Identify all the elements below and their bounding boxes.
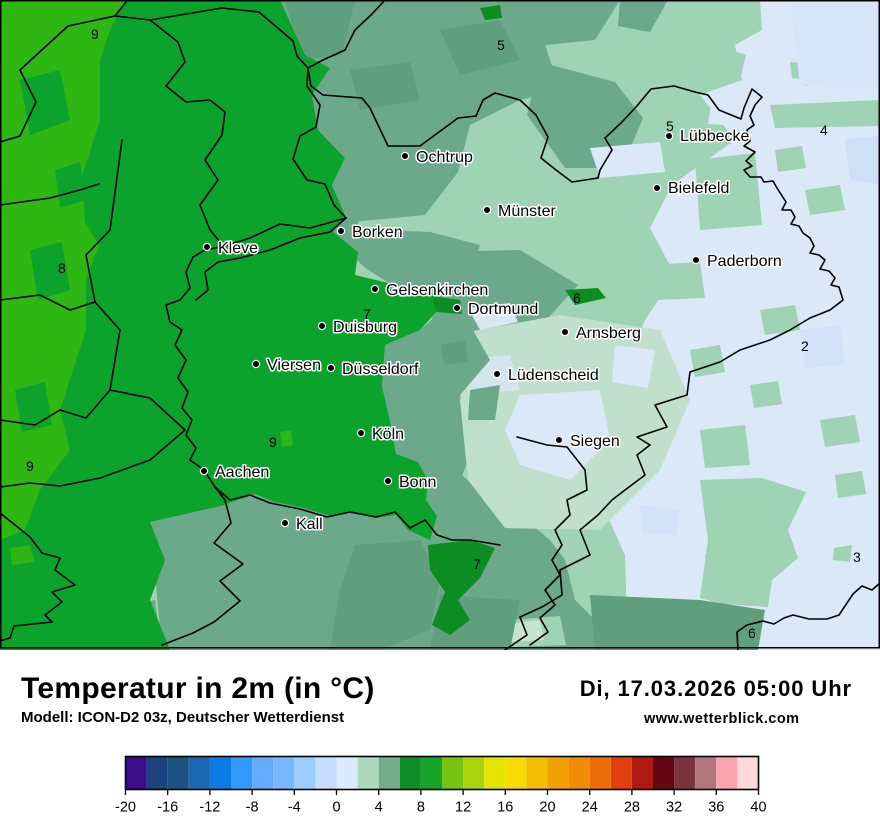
- svg-text:Paderborn: Paderborn: [707, 253, 782, 270]
- svg-text:40: 40: [750, 800, 766, 816]
- svg-text:Gelsenkirchen: Gelsenkirchen: [386, 282, 488, 299]
- svg-text:4: 4: [820, 122, 828, 138]
- svg-text:2: 2: [801, 338, 809, 354]
- svg-text:9: 9: [91, 26, 99, 42]
- svg-text:-8: -8: [246, 800, 259, 816]
- svg-text:Bonn: Bonn: [399, 474, 436, 491]
- svg-text:7: 7: [363, 306, 371, 322]
- svg-text:Bielefeld: Bielefeld: [668, 180, 729, 197]
- svg-text:Arnsberg: Arnsberg: [576, 325, 641, 342]
- svg-text:Lübbecke: Lübbecke: [680, 128, 749, 145]
- svg-text:36: 36: [708, 800, 724, 816]
- svg-text:-12: -12: [199, 800, 220, 816]
- svg-text:9: 9: [269, 434, 277, 450]
- svg-text:7: 7: [473, 556, 481, 572]
- svg-text:Duisburg: Duisburg: [333, 319, 397, 336]
- svg-text:-20: -20: [115, 800, 136, 816]
- svg-text:Borken: Borken: [352, 224, 403, 241]
- svg-text:4: 4: [375, 800, 383, 816]
- svg-text:Viersen: Viersen: [267, 357, 321, 374]
- svg-text:9: 9: [26, 458, 34, 474]
- svg-text:-4: -4: [288, 800, 301, 816]
- svg-text:0: 0: [332, 800, 340, 816]
- svg-text:Düsseldorf: Düsseldorf: [342, 361, 419, 378]
- svg-text:Münster: Münster: [498, 203, 556, 220]
- svg-text:Dortmund: Dortmund: [468, 301, 538, 318]
- svg-text:8: 8: [58, 260, 66, 276]
- svg-text:Kall: Kall: [296, 516, 323, 533]
- svg-text:Ochtrup: Ochtrup: [416, 149, 473, 166]
- svg-text:28: 28: [624, 800, 640, 816]
- svg-text:16: 16: [497, 800, 513, 816]
- svg-text:32: 32: [666, 800, 682, 816]
- svg-text:5: 5: [666, 118, 674, 134]
- svg-text:5: 5: [497, 37, 505, 53]
- svg-text:6: 6: [573, 290, 581, 306]
- svg-text:Siegen: Siegen: [570, 433, 620, 450]
- svg-text:Lüdenscheid: Lüdenscheid: [508, 367, 599, 384]
- svg-text:24: 24: [582, 800, 598, 816]
- svg-text:20: 20: [539, 800, 555, 816]
- svg-text:Aachen: Aachen: [215, 464, 269, 481]
- svg-text:Köln: Köln: [372, 426, 404, 443]
- svg-text:3: 3: [853, 549, 861, 565]
- svg-text:Kleve: Kleve: [218, 240, 258, 257]
- svg-text:6: 6: [748, 625, 756, 641]
- svg-text:12: 12: [455, 800, 471, 816]
- svg-text:8: 8: [417, 800, 425, 816]
- svg-text:-16: -16: [157, 800, 178, 816]
